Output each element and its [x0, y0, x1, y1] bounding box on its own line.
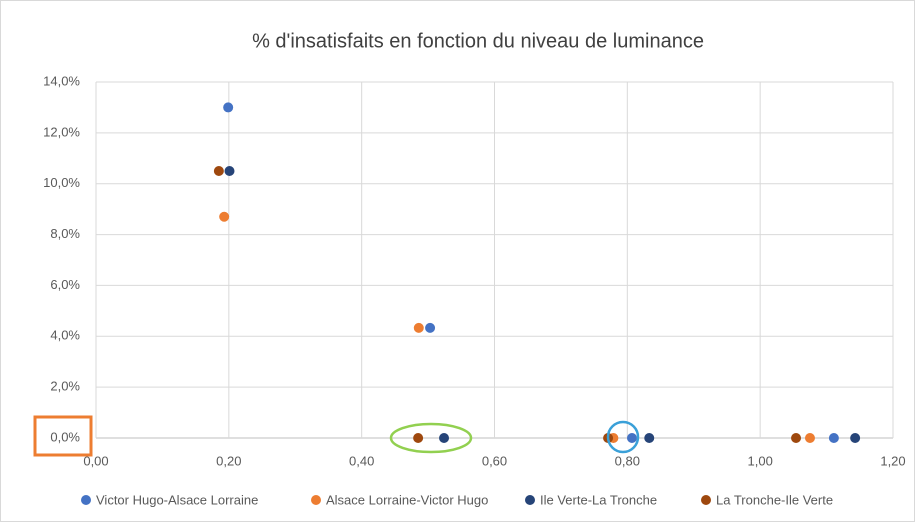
point: [413, 433, 424, 443]
legend-marker: [525, 495, 535, 505]
point: [626, 433, 637, 443]
x-tick-label: 0,20: [216, 453, 241, 468]
point: [223, 102, 234, 113]
y-tick-label: 4,0%: [50, 328, 80, 343]
x-tick-label: 0,40: [349, 453, 374, 468]
highlight-circle: [606, 420, 640, 454]
plot-area: 0,0% 2,0% 4,0% 6,0% 8,0% 10,0% 12,0% 14,0% 0,00 0…: [43, 73, 906, 507]
point: [791, 433, 802, 443]
highlight-box: [33, 415, 93, 457]
point: [413, 322, 424, 333]
x-tick-label: 0,00: [83, 453, 108, 468]
y-tick-label: 2,0%: [50, 379, 80, 394]
point: [219, 211, 230, 222]
x-tick-label: 1,20: [880, 453, 905, 468]
legend-label: Alsace Lorraine-Victor Hugo: [326, 492, 488, 507]
point: [804, 433, 815, 443]
y-tick-label: 12,0%: [43, 124, 80, 139]
y-tick-label: 6,0%: [50, 277, 80, 292]
y-tick-label: 8,0%: [50, 226, 80, 241]
legend-marker: [311, 495, 321, 505]
legend-label: La Tronche-Ile Verte: [716, 492, 833, 507]
x-tick-label: 1,00: [748, 453, 773, 468]
x-tick-label: 0,60: [482, 453, 507, 468]
y-tick-label: 10,0%: [43, 175, 80, 190]
legend-marker: [81, 495, 91, 505]
point: [224, 166, 235, 176]
legend-label: Victor Hugo-Alsace Lorraine: [96, 492, 258, 507]
point: [828, 433, 839, 443]
point: [644, 433, 655, 443]
x-tick-label: 0,80: [615, 453, 640, 468]
point: [850, 433, 861, 443]
y-tick-label: 0,0%: [50, 429, 80, 444]
y-tick-label: 14,0%: [43, 73, 80, 88]
legend-marker: [701, 495, 711, 505]
point: [439, 433, 450, 443]
chart-title: % d'insatisfaits en fonction du niveau d…: [252, 30, 704, 52]
point: [213, 166, 224, 176]
point: [425, 322, 436, 333]
highlight-ellipse: [389, 422, 473, 454]
legend-label: Ile Verte-La Tronche: [540, 492, 657, 507]
